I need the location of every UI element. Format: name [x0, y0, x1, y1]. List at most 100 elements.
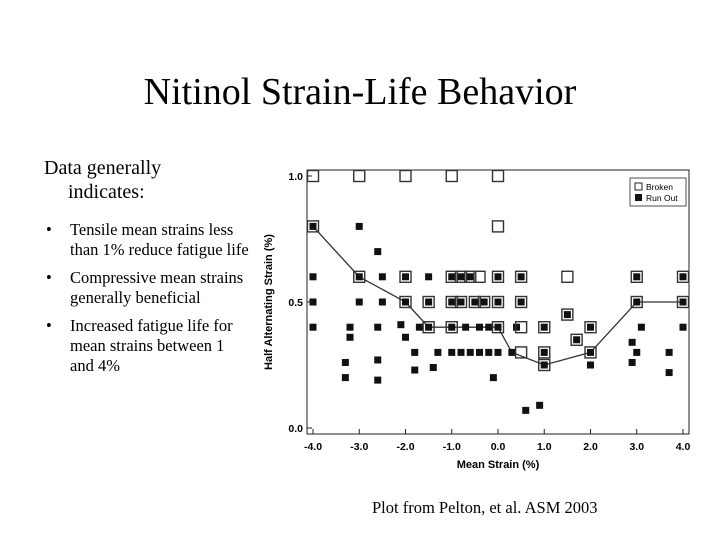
runout-point: [587, 323, 594, 331]
runout-point: [494, 348, 502, 356]
runout-point: [402, 298, 409, 306]
runout-point: [457, 273, 465, 281]
runout-point: [633, 273, 641, 281]
intro-line-1: Data generally: [44, 157, 162, 179]
runout-point: [540, 323, 548, 331]
runout-point: [587, 361, 594, 369]
runout-point: [415, 323, 423, 331]
broken-point: [445, 320, 458, 334]
x-tick-label: -3.0: [350, 441, 368, 453]
broken-series: [306, 169, 690, 372]
bullet-list: • Tensile mean strains less than 1% reduc…: [44, 220, 249, 384]
runout-point: [679, 323, 687, 331]
runout-point: [494, 323, 502, 331]
runout-point: [522, 406, 530, 414]
runout-point: [309, 222, 317, 230]
broken-point: [454, 295, 468, 309]
axis-ticks: -4.0 -3.0 -2.0 -1.0 0.0 1.0 2.0 3.0 4.0 0.0 0.5 1.0: [288, 171, 690, 453]
source-caption: Plot from Pelton, et al. ASM 2003: [372, 498, 598, 517]
broken-point: [676, 270, 690, 284]
runout-point: [425, 273, 433, 281]
legend-broken-label: Broken: [646, 182, 673, 192]
x-tick-label: 1.0: [537, 441, 552, 453]
legend-runout-marker: [635, 194, 642, 201]
runout-point: [355, 273, 363, 281]
runout-point: [466, 348, 474, 356]
runout-point: [457, 348, 465, 356]
broken-point: [353, 270, 366, 284]
bullet-text: Compressive mean strains generally benef…: [70, 268, 244, 307]
runout-point: [476, 348, 483, 356]
runout-point: [402, 273, 409, 281]
legend-runout-label: Run Out: [646, 193, 678, 203]
broken-point: [561, 270, 574, 284]
runout-point: [494, 273, 502, 281]
broken-point: [399, 270, 412, 284]
broken-point: [399, 295, 412, 309]
x-tick-label: -2.0: [396, 441, 414, 453]
broken-point: [514, 346, 528, 359]
trend-line-path: [312, 225, 683, 366]
runout-point: [425, 323, 433, 331]
broken-point: [630, 270, 643, 284]
y-tick-label: 1.0: [288, 171, 303, 183]
bullet-item: • Tensile mean strains less than 1% reduc…: [44, 220, 249, 260]
broken-point: [538, 346, 551, 359]
runout-point: [633, 298, 641, 306]
runout-point: [411, 348, 419, 356]
legend-broken-marker: [634, 182, 643, 191]
broken-point: [353, 169, 366, 183]
runout-point: [485, 323, 493, 331]
runout-point: [448, 298, 456, 306]
broken-point: [538, 358, 551, 372]
broken-point: [468, 295, 482, 309]
broken-point: [630, 295, 643, 309]
runout-point: [628, 358, 636, 366]
broken-point: [584, 320, 597, 334]
x-tick-label: 4.0: [676, 441, 691, 453]
broken-point: [422, 320, 435, 334]
runout-point: [434, 348, 442, 356]
runout-point: [508, 348, 516, 356]
broken-point: [538, 320, 551, 334]
runout-point: [374, 248, 382, 256]
runout-point: [665, 369, 673, 377]
runout-point: [402, 333, 409, 341]
y-axis-label: Half Alternating Strain (%): [263, 234, 275, 370]
broken-point: [584, 346, 597, 359]
runout-point: [309, 273, 317, 281]
bullet-dot: •: [46, 268, 52, 287]
runout-point: [540, 361, 548, 369]
slide-title: Nitinol Strain-Life Behavior: [143, 71, 577, 113]
legend: Broken Run Out: [629, 177, 687, 207]
runout-point: [665, 348, 673, 356]
runout-point: [587, 348, 594, 356]
runout-point: [563, 311, 571, 319]
strain-life-plot: -4.0 -3.0 -2.0 -1.0 0.0 1.0 2.0 3.0 4.0 0.0 0.5 1.0…: [263, 169, 690, 471]
runout-point: [411, 366, 419, 374]
intro-line-2: indicates:: [68, 181, 145, 203]
broken-point: [514, 320, 528, 334]
x-tick-label: -1.0: [443, 441, 461, 453]
runout-point: [457, 298, 465, 306]
broken-point: [491, 320, 505, 334]
broken-point: [464, 270, 477, 284]
bullet-item: • Compressive mean strains generally bene…: [44, 268, 249, 308]
runout-point: [471, 298, 479, 306]
x-axis-label: Mean Strain (%): [457, 459, 540, 471]
runout-point: [466, 273, 474, 281]
runout-point: [448, 323, 456, 331]
broken-point: [514, 295, 528, 309]
bullet-dot: •: [46, 220, 52, 239]
runout-point: [480, 298, 488, 306]
x-tick-label: 0.0: [491, 441, 506, 453]
bullet-text: Increased fatigue life for mean strains …: [70, 316, 233, 375]
runout-point: [540, 348, 548, 356]
broken-point: [477, 295, 491, 309]
broken-point: [445, 270, 458, 284]
x-tick-label: 3.0: [629, 441, 644, 453]
broken-point: [473, 270, 486, 284]
x-tick-label: 2.0: [583, 441, 598, 453]
broken-point: [306, 220, 320, 233]
runout-point: [494, 298, 502, 306]
